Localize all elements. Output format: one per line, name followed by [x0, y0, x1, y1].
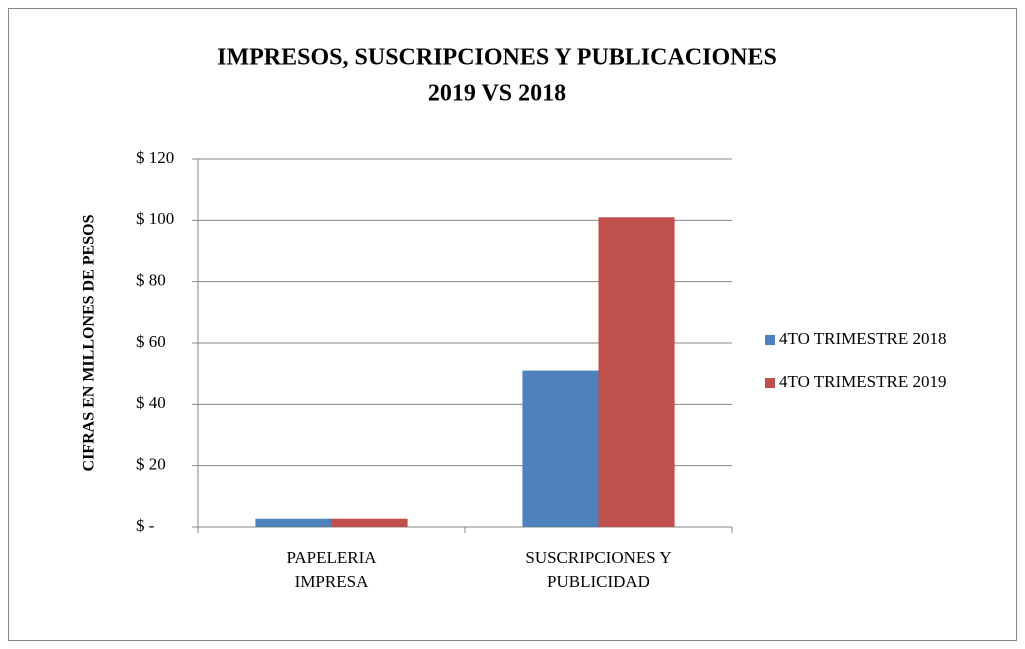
y-tick-label: $ 20 — [136, 455, 166, 474]
legend-label: 4TO TRIMESTRE 2019 — [779, 372, 947, 391]
y-tick-label: $ 40 — [136, 393, 166, 412]
bar — [331, 518, 408, 527]
y-tick-label: $ 120 — [136, 148, 174, 167]
x-tick-label: SUSCRIPCIONES Y PUBLICIDAD — [525, 548, 671, 591]
chart-title: IMPRESOS, SUSCRIPCIONES Y PUBLICACIONES — [217, 45, 777, 71]
chart-title: 2019 VS 2018 — [428, 81, 566, 107]
legend-label: 4TO TRIMESTRE 2018 — [779, 329, 947, 348]
legend-swatch — [765, 335, 775, 345]
x-tick-label: PAPELERIA IMPRESA — [286, 548, 377, 591]
y-tick-label: $ 100 — [136, 209, 174, 228]
y-tick-label: $ 60 — [136, 332, 166, 351]
y-tick-label: $ - — [136, 516, 155, 535]
legend-swatch — [765, 378, 775, 388]
bar — [598, 217, 675, 527]
chart-frame — [8, 8, 1017, 641]
bar — [255, 518, 332, 527]
bar — [522, 370, 599, 527]
y-axis-label: CIFRAS EN MILLONES DE PESOS — [81, 214, 98, 471]
y-tick-label: $ 80 — [136, 271, 166, 290]
